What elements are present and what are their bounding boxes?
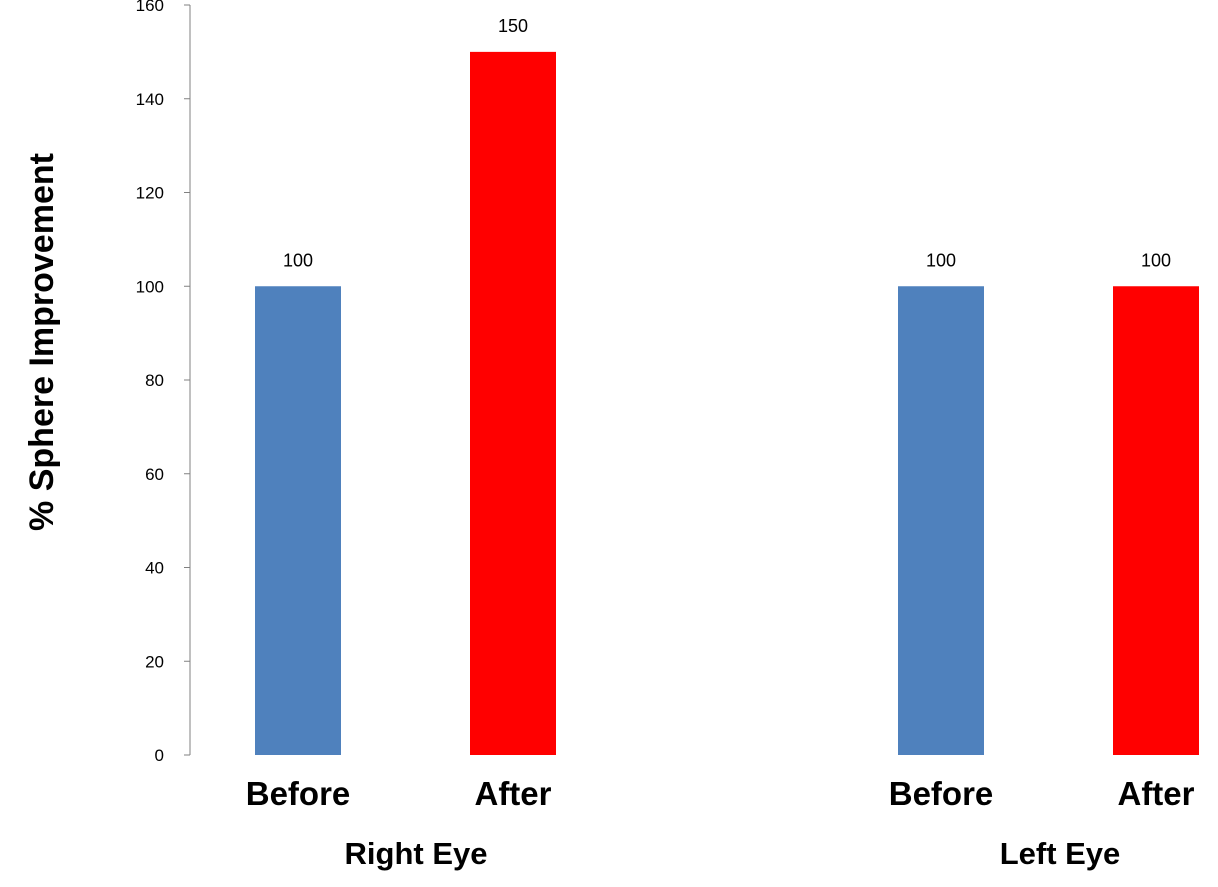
bar-right-eye-before: [255, 286, 341, 755]
group-label: Left Eye: [1000, 836, 1121, 871]
data-label: 100: [283, 250, 313, 270]
y-tick-label: 40: [145, 559, 164, 578]
y-tick-label: 120: [136, 184, 164, 203]
bar-left-eye-before: [898, 286, 984, 755]
data-label: 150: [498, 16, 528, 36]
category-label: After: [1117, 775, 1194, 812]
y-tick-label: 0: [155, 746, 164, 765]
data-label: 100: [926, 250, 956, 270]
y-tick-label: 80: [145, 371, 164, 390]
category-label: Before: [889, 775, 994, 812]
data-label: 100: [1141, 250, 1171, 270]
category-label: Before: [246, 775, 351, 812]
y-tick-label: 160: [136, 0, 164, 15]
y-tick-label: 60: [145, 465, 164, 484]
y-axis: 0 20 40 60 80 100 120 140 160: [136, 0, 191, 765]
group-label: Right Eye: [345, 836, 488, 871]
bar-right-eye-after: [470, 51, 556, 755]
bars: [255, 51, 1199, 755]
category-label: After: [474, 775, 551, 812]
y-axis-title: % Sphere Improvement: [23, 153, 61, 531]
bar-left-eye-after: [1113, 286, 1199, 755]
y-tick-label: 20: [145, 652, 164, 671]
y-tick-label: 140: [136, 90, 164, 109]
y-tick-label: 100: [136, 277, 164, 296]
labels: 100 Before 150 After Right Eye 100 Before 100 Af…: [246, 16, 1195, 871]
